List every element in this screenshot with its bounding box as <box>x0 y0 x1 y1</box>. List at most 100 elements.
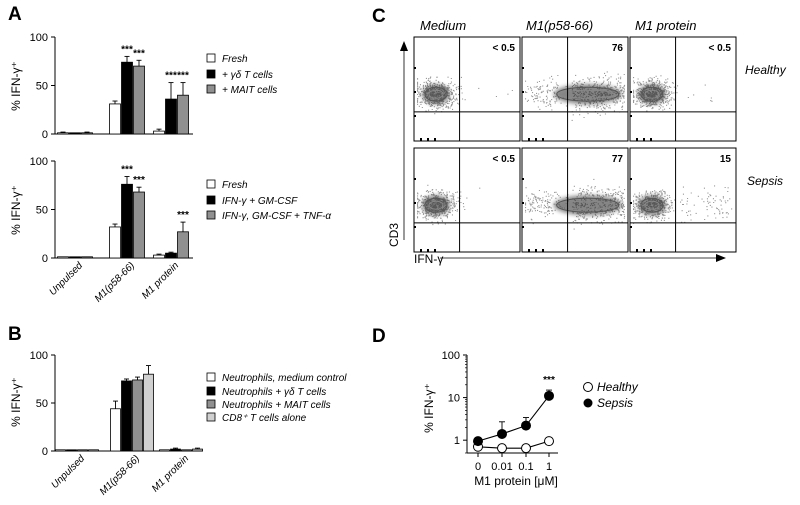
row-label-sepsis: Sepsis <box>747 174 783 188</box>
axis-mark <box>522 115 524 117</box>
axis-mark <box>522 67 524 69</box>
flow-density <box>553 84 622 105</box>
flow-contour <box>644 200 660 210</box>
axis-mark <box>420 138 422 141</box>
axis-mark <box>535 249 537 252</box>
legend-swatch-fresh-b <box>206 179 216 189</box>
chart-d: 1 10 100 0 0.01 0.1 1 *** <box>442 350 558 473</box>
significance-mark: *** <box>177 71 189 82</box>
row-label-healthy: Healthy <box>745 63 787 77</box>
bar <box>143 373 154 452</box>
flow-contour <box>556 86 620 102</box>
axis-mark <box>522 202 524 204</box>
legend-swatch-tnf <box>206 210 216 220</box>
flow-contour <box>560 200 616 210</box>
y-tick-label: 50 <box>36 81 48 93</box>
quadrant-percent: < 0.5 <box>708 43 731 54</box>
legend-swatch-gd <box>206 69 216 79</box>
bar <box>109 103 121 135</box>
y-tick-label: 100 <box>30 156 48 168</box>
axis-mark <box>650 249 652 252</box>
data-point <box>521 443 531 454</box>
axis-mark <box>650 138 652 141</box>
y-tick-label: 10 <box>448 393 460 405</box>
bar <box>170 448 181 452</box>
legend-swatch-mait <box>206 84 216 94</box>
flow-contour <box>644 89 660 99</box>
axis-mark <box>630 91 632 93</box>
x-tick-label: 0.01 <box>491 461 512 473</box>
flow-contour <box>556 197 620 213</box>
x-tick-label: 0.1 <box>518 461 533 473</box>
legend-swatch-fresh <box>206 53 216 63</box>
flow-contour <box>560 89 616 99</box>
axis-mark <box>427 249 429 252</box>
legend-b-3: CD8⁺ T cells alone <box>222 413 307 424</box>
axis-mark <box>528 138 530 141</box>
legend-b: Neutrophils, medium control Neutrophils … <box>206 372 347 424</box>
significance-mark: *** <box>133 175 145 186</box>
col-header-m1p: M1(p58-66) <box>526 18 593 33</box>
flow-density <box>553 195 622 216</box>
col-header-medium: Medium <box>420 18 466 33</box>
axis-mark <box>630 202 632 204</box>
ifng-axis-arrow <box>716 254 726 262</box>
panel-a-bottom-ylabel: % IFN-γ⁺ <box>9 185 23 235</box>
quadrant-percent: 77 <box>612 154 624 165</box>
significance-mark: *** <box>177 210 189 221</box>
axis-mark <box>542 249 544 252</box>
flow-contour <box>428 89 444 99</box>
panel-d-label: D <box>372 326 386 347</box>
series-line <box>477 440 550 449</box>
significance-mark: *** <box>121 44 133 55</box>
axis-mark <box>434 249 436 252</box>
axis-mark <box>630 178 632 180</box>
flow-plots: < 0.5 76 < 0.5 < 0.5 77 15 <box>413 36 737 253</box>
x-tick-label: 1 <box>546 461 552 473</box>
category-label: M1(p58-66) <box>98 453 142 497</box>
cd3-axis-label: CD3 <box>387 223 401 247</box>
axis-mark <box>434 138 436 141</box>
legend-d: Healthy Sepsis <box>583 380 639 410</box>
axis-mark <box>535 138 537 141</box>
series-line <box>477 395 550 442</box>
legend-swatch-neut <box>206 372 216 382</box>
bar <box>121 183 133 259</box>
bar <box>66 449 77 452</box>
quadrant-percent: 76 <box>612 43 624 54</box>
axis-mark <box>427 138 429 141</box>
significance-mark: *** <box>133 48 145 59</box>
legend-a-bottom-2: IFN-γ, GM-CSF + TNF-α <box>222 211 331 222</box>
bar <box>133 65 145 135</box>
bar <box>81 256 93 259</box>
legend-d-0: Healthy <box>597 380 639 394</box>
axis-mark <box>414 67 416 69</box>
axis-mark <box>630 67 632 69</box>
y-tick-label: 100 <box>30 350 48 362</box>
axis-mark <box>420 249 422 252</box>
y-tick-label: 100 <box>442 350 460 362</box>
bar <box>110 408 121 452</box>
axis-mark <box>643 138 645 141</box>
col-header-m1protein: M1 protein <box>635 18 696 33</box>
panel-b-label: B <box>8 324 22 345</box>
legend-a-top: Fresh + γδ T cells + MAIT cells <box>206 53 277 96</box>
category-label: Unpulsed <box>49 453 87 491</box>
axis-mark <box>414 202 416 204</box>
axis-mark <box>414 226 416 228</box>
category-label: M1(p58-66) <box>93 260 137 304</box>
legend-swatch-cd8 <box>206 412 216 422</box>
y-tick-label: 50 <box>36 398 48 410</box>
legend-b-2: Neutrophils + MAIT cells <box>222 400 331 411</box>
bar <box>177 231 189 259</box>
bar <box>81 132 93 135</box>
flow-contour <box>428 200 444 210</box>
legend-marker-healthy <box>583 382 593 392</box>
axis-mark <box>630 226 632 228</box>
axis-mark <box>528 249 530 252</box>
flow-contour <box>640 197 664 213</box>
bar <box>192 448 203 452</box>
